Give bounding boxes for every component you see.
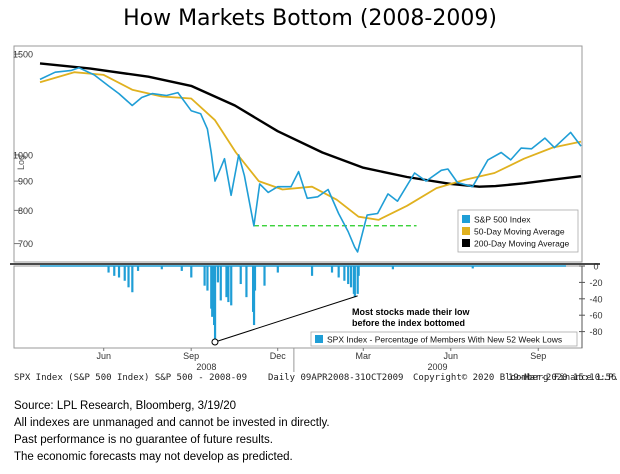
note-performance: Past performance is no guarantee of futu… (14, 434, 273, 446)
breadth-tick-label: -40 (589, 294, 602, 304)
legend-swatch (462, 227, 470, 235)
breadth-bar (227, 266, 230, 303)
price-panel: 1500 1000 900 800 700 Log S&P 500 Index 50-Day … (10, 45, 600, 265)
sp500-index-line (39, 67, 582, 253)
price-y-tick-label: 1500 (13, 50, 33, 60)
breadth-bar (131, 266, 134, 293)
breadth-bar (252, 266, 256, 326)
breadth-bar (310, 266, 314, 276)
breadth-bar (113, 266, 116, 276)
breadth-bar (330, 266, 334, 273)
annotation-marker (211, 338, 219, 346)
x-month-label: Sep (183, 351, 199, 361)
footer-date-range: Daily 09APR2008-31OCT2009 (268, 373, 404, 383)
legend-label: 200-Day Moving Average (474, 239, 570, 249)
legend-swatch (462, 239, 470, 247)
ma200-line (39, 62, 582, 188)
breadth-bar (239, 266, 242, 285)
price-y-tick-label: 900 (18, 177, 33, 187)
x-month-label: Sep (530, 351, 546, 361)
breadth-bar (225, 266, 228, 298)
breadth-bar (180, 266, 183, 271)
annotation-line-1: Most stocks made their low (352, 307, 471, 317)
x-year-label: 2008 (196, 362, 216, 372)
chart-title: How Markets Bottom (2008-2009) (123, 6, 497, 31)
note-source: Source: LPL Research, Bloomberg, 3/19/20 (14, 400, 237, 412)
price-y-axis-label: Log (16, 155, 26, 170)
breadth-bar (337, 266, 340, 278)
breadth-bar (160, 266, 163, 270)
breadth-bar (190, 266, 193, 278)
breadth-bar (136, 266, 140, 271)
breadth-legend-swatch (315, 335, 323, 343)
breadth-bar (263, 266, 266, 286)
stock-chart: 1500 1000 900 800 700 Log S&P 500 Index 50-Day … (10, 45, 603, 372)
disclaimer-notes: Source: LPL Research, Bloomberg, 3/19/20… (14, 398, 330, 466)
breadth-tick-label: -80 (589, 327, 602, 337)
legend-label: S&P 500 Index (474, 215, 531, 225)
ma50-line (39, 71, 582, 221)
x-month-label: Dec (270, 351, 287, 361)
breadth-legend (310, 331, 578, 347)
breadth-bar (347, 266, 350, 285)
breadth-bar (343, 266, 346, 281)
breadth-bar (253, 266, 257, 291)
price-y-tick-label: 700 (18, 239, 33, 249)
breadth-bar (216, 266, 220, 283)
breadth-tick-label: 0 (593, 262, 598, 272)
annotation-leader (214, 295, 358, 343)
breadth-bar (107, 266, 110, 273)
breadth-bar (211, 266, 214, 317)
price-legend (457, 209, 579, 253)
breadth-tick-label: -60 (589, 311, 602, 321)
breadth-legend-label: SPX Index - Percentage of Members With N… (327, 335, 562, 345)
footer-security: SPX Index (S&P 500 Index) S&P 500 - 2008… (14, 373, 247, 383)
note-forecast: The economic forecasts may not develop a… (14, 451, 293, 463)
legend-swatch (462, 215, 470, 223)
footer-copyright: Copyright© 2020 Bloomberg Finance L.P. (413, 373, 619, 383)
bloomberg-footer: SPX Index (S&P 500 Index) S&P 500 - 2008… (0, 373, 620, 387)
x-month-label: Mar (356, 351, 372, 361)
breadth-bar (117, 266, 121, 278)
breadth-bar (219, 266, 222, 301)
breadth-bar (349, 266, 353, 288)
footer-timestamp: 19-Mar-2020 15:10:56 (508, 373, 617, 383)
breadth-tick-label: -20 (589, 278, 602, 288)
legend-label: 50-Day Moving Average (474, 227, 565, 237)
breadth-bar (123, 266, 126, 281)
price-y-tick-label: 1000 (13, 150, 33, 160)
x-month-label: Jun (444, 351, 459, 361)
breadth-bar (353, 266, 356, 298)
breadth-bar (357, 266, 360, 276)
breadth-bar (356, 266, 359, 294)
price-y-tick-label: 800 (18, 206, 33, 216)
breadth-bar (471, 266, 474, 269)
breadth-bar (245, 266, 248, 298)
breadth-bar (203, 266, 206, 286)
annotation-line-2: before the index bottomed (352, 318, 465, 328)
breadth-bar (391, 266, 394, 270)
breadth-bar (230, 266, 233, 306)
breadth-bar (213, 266, 217, 340)
breadth-bar (276, 266, 279, 273)
breadth-panel: 0 -20 -40 -60 -80 SPX Index - Percentage of M… (13, 262, 603, 349)
x-month-label: Jun (96, 351, 111, 361)
breadth-bar (206, 266, 209, 291)
x-year-label: 2009 (427, 362, 447, 372)
breadth-bar (127, 266, 130, 288)
note-indexes: All indexes are unmanaged and cannot be … (14, 417, 330, 429)
